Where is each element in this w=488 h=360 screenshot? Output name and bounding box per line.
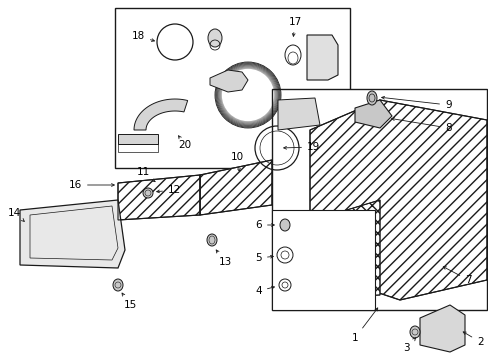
Text: 13: 13: [216, 250, 231, 267]
Bar: [271, 89, 486, 310]
Text: 5: 5: [255, 253, 273, 263]
Text: 19: 19: [283, 142, 320, 152]
Text: 1: 1: [351, 308, 377, 343]
Text: 11: 11: [136, 167, 155, 182]
Ellipse shape: [142, 188, 153, 198]
Polygon shape: [309, 100, 486, 300]
Polygon shape: [20, 200, 125, 268]
Polygon shape: [200, 160, 271, 215]
Text: 15: 15: [122, 293, 136, 310]
Text: 12: 12: [156, 185, 181, 195]
Ellipse shape: [113, 279, 123, 291]
Text: 20: 20: [178, 136, 191, 150]
Text: 6: 6: [255, 220, 274, 230]
Text: 10: 10: [230, 152, 243, 171]
Text: 2: 2: [462, 332, 483, 347]
Polygon shape: [134, 99, 187, 130]
Text: 4: 4: [255, 286, 274, 296]
Ellipse shape: [280, 219, 289, 231]
Text: 18: 18: [131, 31, 154, 41]
Polygon shape: [118, 175, 200, 220]
Bar: [118, 144, 158, 152]
Bar: [115, 8, 349, 168]
Text: 8: 8: [391, 118, 451, 133]
Polygon shape: [280, 200, 379, 300]
Polygon shape: [209, 70, 247, 92]
Ellipse shape: [366, 91, 376, 105]
Bar: [271, 210, 374, 310]
Polygon shape: [419, 305, 464, 352]
Ellipse shape: [409, 326, 419, 338]
Polygon shape: [278, 98, 319, 130]
Polygon shape: [354, 100, 391, 128]
Text: 7: 7: [442, 267, 470, 285]
Polygon shape: [306, 35, 337, 80]
Text: 9: 9: [381, 96, 451, 110]
Ellipse shape: [207, 29, 222, 47]
Text: 3: 3: [403, 338, 415, 353]
Text: 16: 16: [69, 180, 114, 190]
Text: 14: 14: [8, 208, 24, 221]
Ellipse shape: [206, 234, 217, 246]
Text: 17: 17: [288, 17, 301, 36]
Bar: [118, 134, 158, 144]
